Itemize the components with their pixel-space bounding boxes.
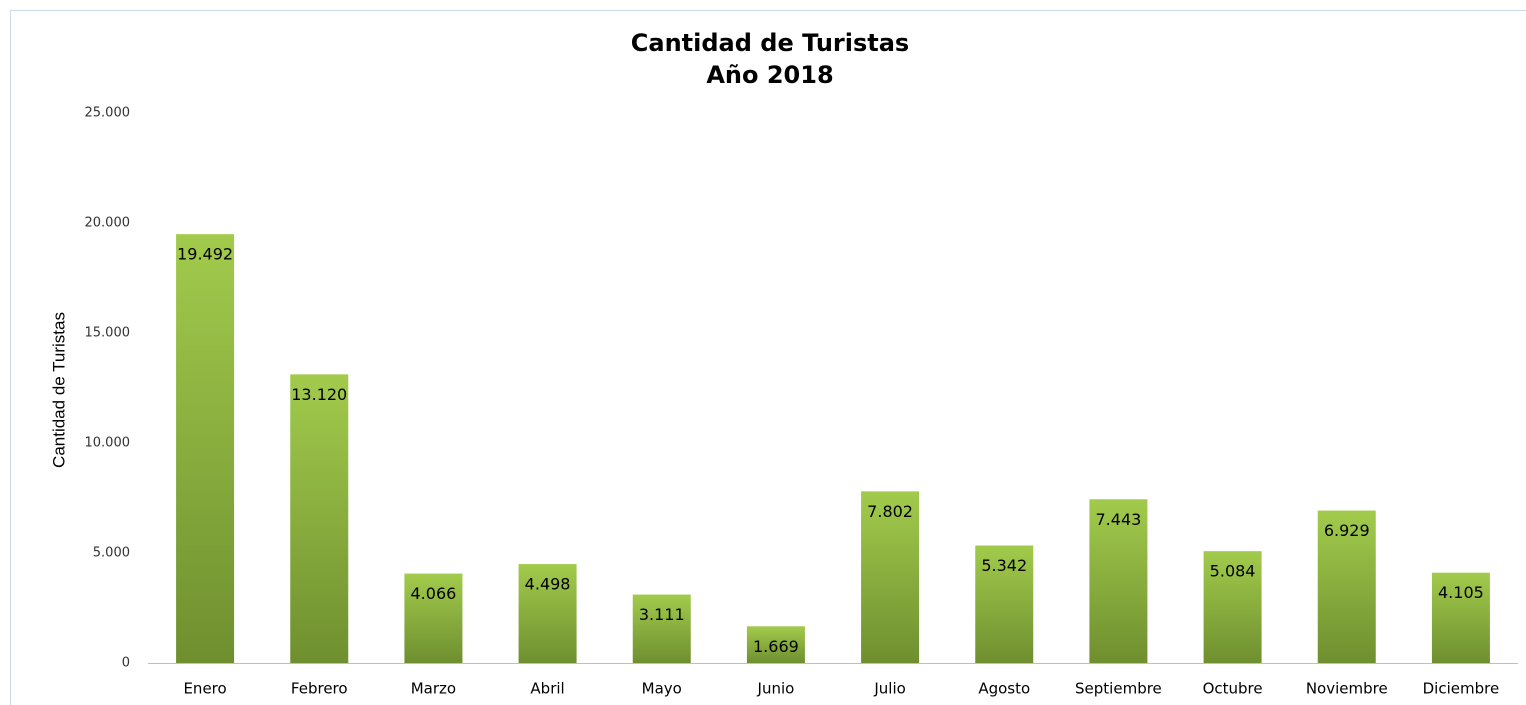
x-tick-label: Diciembre bbox=[1423, 680, 1500, 698]
x-tick-label: Febrero bbox=[291, 680, 348, 698]
bar bbox=[1431, 572, 1490, 663]
chart-subtitle: Año 2018 bbox=[706, 61, 833, 89]
frame bbox=[10, 10, 1526, 705]
bar bbox=[975, 545, 1034, 663]
y-tick-label: 0 bbox=[122, 656, 130, 671]
y-tick-label: 20.000 bbox=[85, 216, 131, 231]
data-label: 4.105 bbox=[1438, 583, 1484, 602]
x-tick-label: Junio bbox=[757, 680, 795, 698]
y-tick-label: 10.000 bbox=[85, 436, 131, 451]
bar bbox=[404, 573, 463, 663]
chart-title: Cantidad de Turistas bbox=[631, 29, 909, 57]
data-label: 7.443 bbox=[1096, 510, 1142, 529]
bar bbox=[746, 626, 805, 663]
x-tick-label: Julio bbox=[873, 680, 905, 698]
bar bbox=[176, 234, 235, 663]
data-label: 5.342 bbox=[981, 556, 1027, 575]
x-tick-label: Septiembre bbox=[1075, 680, 1162, 698]
bar bbox=[1089, 499, 1148, 663]
data-label: 7.802 bbox=[867, 502, 913, 521]
x-tick-label: Enero bbox=[183, 680, 226, 698]
data-label: 5.084 bbox=[1210, 562, 1256, 581]
data-label: 4.066 bbox=[411, 584, 457, 603]
data-label: 19.492 bbox=[177, 245, 233, 264]
bar bbox=[518, 564, 577, 663]
data-label: 3.111 bbox=[639, 605, 685, 624]
x-tick-label: Marzo bbox=[411, 680, 456, 698]
x-tick-label: Agosto bbox=[978, 680, 1030, 698]
bar bbox=[1203, 551, 1262, 663]
data-label: 13.120 bbox=[291, 385, 347, 404]
y-tick-label: 25.000 bbox=[85, 106, 131, 121]
bar bbox=[290, 374, 349, 663]
y-tick-label: 15.000 bbox=[85, 326, 131, 341]
data-label: 1.669 bbox=[753, 637, 799, 656]
data-label: 4.498 bbox=[525, 575, 571, 594]
bar bbox=[632, 594, 691, 663]
y-tick-label: 5.000 bbox=[93, 546, 130, 561]
bar bbox=[861, 491, 920, 663]
x-tick-label: Noviembre bbox=[1306, 680, 1388, 698]
data-label: 6.929 bbox=[1324, 521, 1370, 540]
x-tick-label: Octubre bbox=[1203, 680, 1263, 698]
bar bbox=[1317, 510, 1376, 663]
x-tick-label: Mayo bbox=[642, 680, 682, 698]
x-tick-label: Abril bbox=[530, 680, 564, 698]
y-axis-label: Cantidad de Turistas bbox=[49, 312, 68, 468]
